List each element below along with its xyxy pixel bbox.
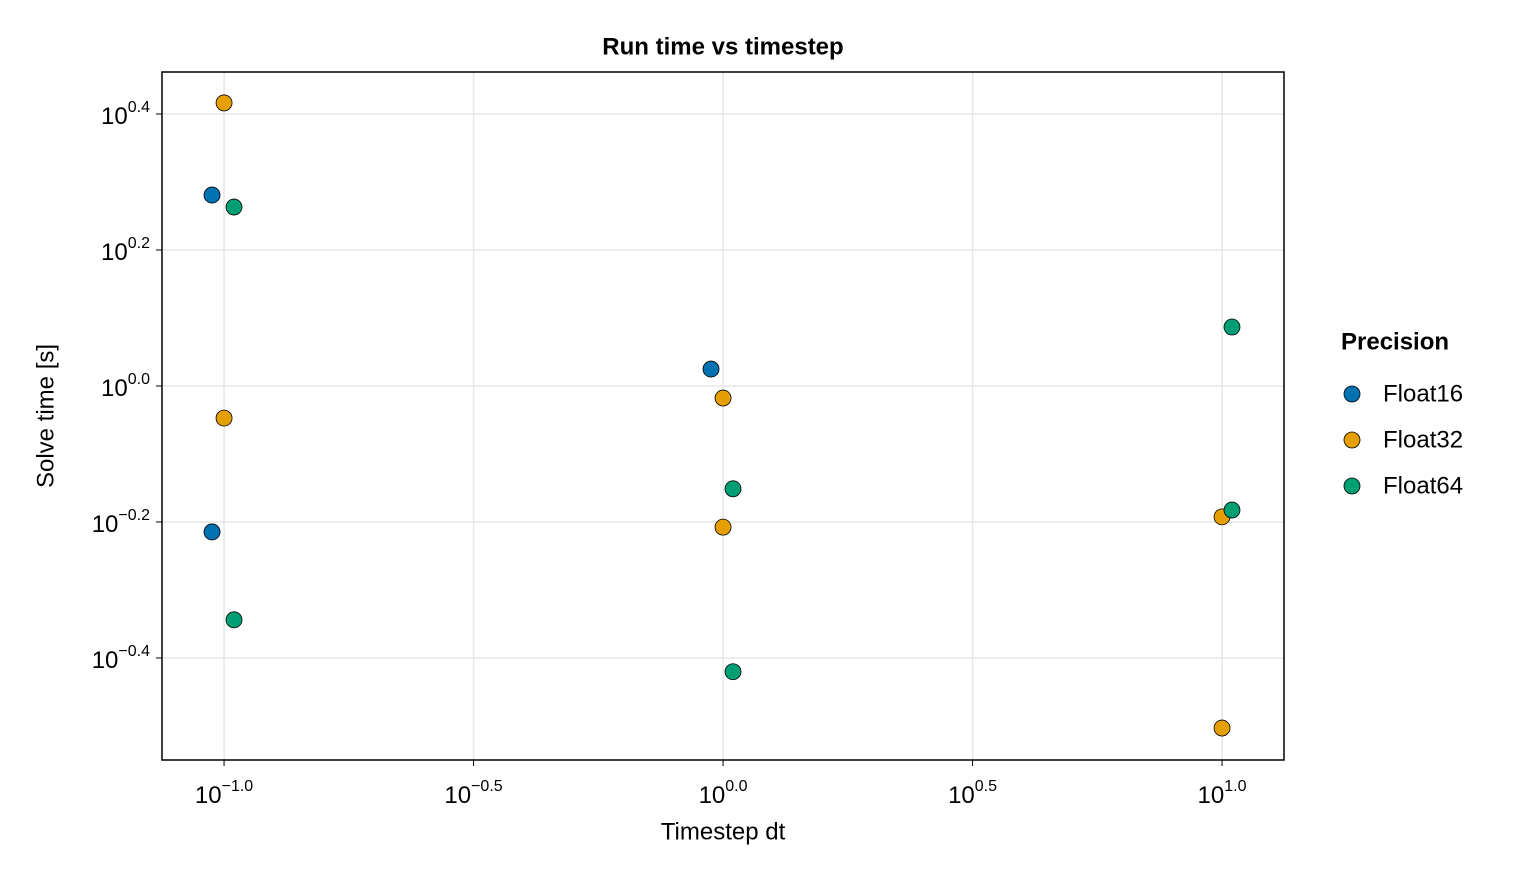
x-tick-label: 10−1.0 [195,778,253,809]
grid [162,72,1284,760]
point [215,94,233,112]
x-tick-label: 100.0 [699,778,748,809]
point [724,663,742,681]
legend-title: Precision [1341,328,1449,355]
legend-marker [1343,477,1361,495]
legend-label: Float16 [1383,380,1463,407]
point [714,389,732,407]
legend-label: Float64 [1383,472,1463,499]
legend-marker [1343,385,1361,403]
point [1213,719,1231,737]
legend-label: Float32 [1383,426,1463,453]
point [714,518,732,536]
point [225,611,243,629]
point [724,480,742,498]
y-tick-label: 100.4 [101,99,150,130]
x-tick-label: 101.0 [1198,778,1247,809]
y-tick-label: 100.2 [101,235,150,266]
y-tick-label: 10−0.4 [92,643,150,674]
y-axis-label: Solve time [s] [32,344,59,488]
x-tick-label: 10−0.5 [444,778,502,809]
plot-frame [161,71,1285,761]
y-tick-label: 10−0.2 [92,507,150,538]
legend-marker [1343,431,1361,449]
point [203,186,221,204]
chart-title: Run time vs timestep [602,33,843,60]
point [702,360,720,378]
point [1223,318,1241,336]
x-axis-label: Timestep dt [661,818,786,845]
x-tick-label: 100.5 [948,778,997,809]
y-tick-label: 100.0 [101,371,150,402]
point [215,409,233,427]
point [225,198,243,216]
point [203,523,221,541]
point [1223,501,1241,519]
